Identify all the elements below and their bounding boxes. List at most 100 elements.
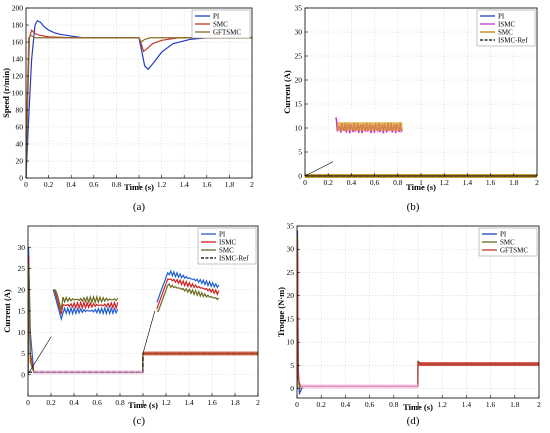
legend-label-ismc-ref: ISMC-Ref xyxy=(498,37,528,45)
x-tick-label: 1.4 xyxy=(180,180,190,189)
legend-label-pi: PI xyxy=(498,13,505,21)
x-tick-label: 1 xyxy=(141,398,145,407)
y-tick-label: 180 xyxy=(12,21,24,30)
panel-c: 0 0.2 0.4 0.6 0.8 1 1.2 1.4 1.6 1.8 2051015202530T… xyxy=(2,225,260,427)
legend-label-gftsmc: GFTSMC xyxy=(500,247,528,255)
x-tick-label: 0.8 xyxy=(115,398,125,407)
y-tick-label: 15 xyxy=(287,314,295,323)
y-tick-label: 20 xyxy=(16,157,24,166)
legend-label-pi: PI xyxy=(219,231,226,239)
y-tick-label: 25 xyxy=(18,264,26,273)
y-tick-label: 5 xyxy=(298,148,302,157)
inset-series-line xyxy=(156,282,220,312)
y-tick-label: 5 xyxy=(21,349,25,358)
x-tick-label: 1 xyxy=(137,180,141,189)
x-tick-label: 1.4 xyxy=(184,398,194,407)
y-tick-label: 0 xyxy=(290,384,294,393)
panel-d: 0 0.2 0.4 0.6 0.8 1 1.2 1.4 1.6 1.8 20510152025303… xyxy=(276,222,541,428)
x-axis-title: Time (s) xyxy=(124,182,154,192)
x-tick-label: 1.8 xyxy=(230,398,240,407)
x-tick-label: 0 xyxy=(24,180,28,189)
y-tick-label: 35 xyxy=(287,222,295,231)
x-tick-label: 1.2 xyxy=(440,178,450,187)
x-tick-label: 2 xyxy=(256,398,260,407)
x-tick-label: 0 xyxy=(295,400,299,409)
x-tick-label: 1.6 xyxy=(202,180,212,189)
legend-label-smc: SMC xyxy=(500,239,515,247)
panel-b: 0 0.2 0.4 0.6 0.8 1 1.2 1.4 1.6 1.8 20510152025303… xyxy=(282,4,539,214)
inset-series-line xyxy=(156,278,220,310)
x-tick-label: 0.2 xyxy=(46,398,56,407)
legend-label-pi: PI xyxy=(500,231,507,239)
inset-arrow xyxy=(142,310,156,354)
noise-band xyxy=(418,362,539,367)
x-tick-label: 0.6 xyxy=(370,178,380,187)
y-tick-label: 30 xyxy=(287,245,295,254)
x-axis-title: Time (s) xyxy=(406,182,436,192)
y-tick-label: 10 xyxy=(287,338,295,347)
y-tick-label: 30 xyxy=(295,28,303,37)
x-tick-label: 1.2 xyxy=(157,180,167,189)
x-tick-label: 0.4 xyxy=(341,400,351,409)
x-tick-label: 1 xyxy=(416,400,420,409)
inset-arrow xyxy=(28,336,52,373)
x-tick-label: 0.6 xyxy=(92,398,102,407)
x-tick-label: 0.4 xyxy=(67,180,77,189)
y-tick-label: 0 xyxy=(298,172,302,181)
y-tick-label: 140 xyxy=(12,55,24,64)
inset-series-line xyxy=(52,289,119,322)
y-tick-label: 20 xyxy=(287,291,295,300)
panel-caption: (c) xyxy=(133,415,146,427)
x-tick-label: 0.8 xyxy=(393,178,403,187)
y-tick-label: 10 xyxy=(295,124,303,133)
legend-label-ismc: ISMC xyxy=(219,239,236,247)
x-tick-label: 0.6 xyxy=(365,400,375,409)
y-tick-label: 20 xyxy=(18,285,26,294)
legend-label-ismc: ISMC xyxy=(498,21,515,29)
legend-label-smc: SMC xyxy=(498,29,513,37)
x-tick-label: 2 xyxy=(250,180,254,189)
y-tick-label: 120 xyxy=(12,72,24,81)
inset-series-line xyxy=(156,269,220,303)
x-tick-label: 0.2 xyxy=(317,400,327,409)
x-tick-label: 0.8 xyxy=(112,180,122,189)
legend-label-pi: PI xyxy=(213,13,220,21)
x-tick-label: 0 xyxy=(303,178,307,187)
x-tick-label: 1 xyxy=(419,178,423,187)
y-tick-label: 5 xyxy=(290,361,294,370)
y-tick-label: 40 xyxy=(16,140,24,149)
x-tick-label: 0.4 xyxy=(347,178,357,187)
panel-caption: (b) xyxy=(407,201,420,213)
y-tick-label: 25 xyxy=(295,52,303,61)
x-tick-label: 2 xyxy=(535,178,539,187)
legend-label-gftsmc: GFTSMC xyxy=(213,29,241,37)
legend-label-smc: SMC xyxy=(219,247,234,255)
x-tick-label: 2 xyxy=(537,400,541,409)
legend-label-smc: SMC xyxy=(213,21,228,29)
panel-caption: (d) xyxy=(407,415,420,427)
x-tick-label: 1.8 xyxy=(225,180,235,189)
x-tick-label: 1.6 xyxy=(207,398,217,407)
y-axis-title: Troque (N·m) xyxy=(276,287,286,337)
y-tick-label: 200 xyxy=(12,4,24,13)
x-tick-label: 1.4 xyxy=(463,178,473,187)
y-tick-label: 100 xyxy=(12,89,24,98)
noise-band xyxy=(33,370,143,375)
x-tick-label: 0.2 xyxy=(44,180,54,189)
y-tick-label: 15 xyxy=(295,100,303,109)
legend-label-ismc-ref: ISMC-Ref xyxy=(219,255,249,263)
inset-series-line xyxy=(53,289,119,310)
y-tick-label: 0 xyxy=(19,174,23,183)
x-tick-label: 0.6 xyxy=(89,180,99,189)
y-axis-title: Current (A) xyxy=(282,70,292,114)
series-line-gftsmc xyxy=(26,34,252,178)
x-axis-title: Time (s) xyxy=(128,400,158,410)
noise-band xyxy=(143,351,258,356)
y-tick-label: 0 xyxy=(21,370,25,379)
noise-band xyxy=(300,384,418,389)
x-tick-label: 0.8 xyxy=(389,400,399,409)
x-tick-label: 1.6 xyxy=(486,400,496,409)
y-tick-label: 25 xyxy=(287,268,295,277)
x-tick-label: 0 xyxy=(26,398,30,407)
x-tick-label: 1.4 xyxy=(462,400,472,409)
